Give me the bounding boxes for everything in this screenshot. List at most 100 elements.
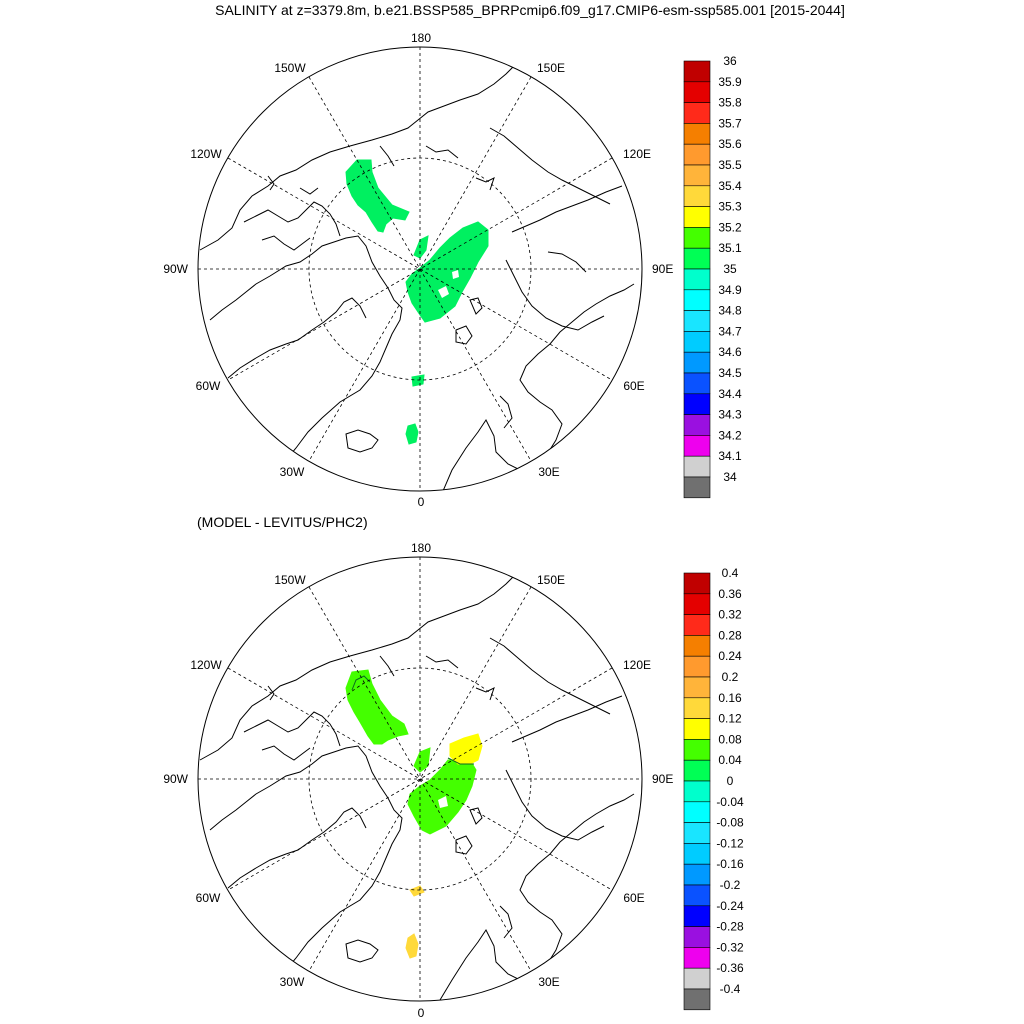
colorbar-swatch (683, 414, 711, 436)
colorbar-tick-label: 0.16 (718, 691, 742, 705)
colorbar-swatch (683, 60, 711, 83)
lon-label-0: 0 (418, 1006, 425, 1020)
colorbar-tick-label: 34.1 (718, 449, 742, 463)
eurasian-basin-hole (438, 796, 448, 808)
colorbar-tick-label: 36 (723, 54, 737, 68)
lon-label-120e: 120E (623, 658, 651, 672)
colorbar-tick-label: 35.3 (718, 200, 742, 214)
lon-label-60w: 60W (196, 891, 221, 905)
eurasian-basin-hole-2 (452, 270, 459, 279)
colorbar-swatch (683, 739, 711, 761)
colorbar-tick-label: 34.6 (718, 345, 742, 359)
colorbar-swatch (683, 476, 711, 499)
eurasian-basin-hole-1 (438, 286, 449, 298)
colorbar-tick-label: 34.4 (718, 387, 742, 401)
colorbar-tick-label: 0.2 (722, 670, 739, 684)
lon-label-150w: 150W (274, 573, 306, 587)
colorbar-swatch (683, 372, 711, 395)
panel-2-subtitle: (MODEL - LEVITUS/PHC2) (197, 514, 368, 530)
map-panel-difference: 180 0 90W 90E 150W 150E 120W 120E 60W 60… (163, 541, 744, 1020)
map-boundary (197, 556, 643, 1002)
map-panel-salinity: 180 0 90W 90E 150W 150E 120W 120E 60W 60… (163, 31, 742, 509)
colorbar-swatch (683, 268, 711, 291)
lon-label-150e: 150E (537, 573, 565, 587)
colorbar-tick-label: 35.8 (718, 96, 742, 110)
colorbar-tick-label: 35.7 (718, 116, 742, 130)
eurasian-basin-patch (405, 221, 489, 323)
graticule (198, 557, 642, 1001)
colorbar-swatch (683, 593, 711, 615)
colorbar-swatch (683, 718, 711, 740)
colorbar-swatch (683, 635, 711, 657)
lon-labels: 180 0 90W 90E 150W 150E 120W 120E 60W 60… (163, 31, 673, 509)
colorbar-swatch (683, 247, 711, 270)
colorbar-difference: 0.4 0.36 0.32 0.28 0.24 0.2 0.16 0.12 0.08 0.04 0 -… (683, 566, 744, 1011)
lon-label-0: 0 (418, 495, 425, 509)
colorbar-swatch (683, 843, 711, 865)
lon-label-120w: 120W (190, 147, 222, 161)
colorbar-tick-label: -0.4 (720, 982, 741, 996)
graticule (198, 47, 642, 491)
coastlines (199, 63, 635, 491)
beaufort-patch (345, 669, 409, 745)
colorbar-tick-label: -0.28 (716, 920, 744, 934)
colorbar-tick-label: 0.32 (718, 608, 742, 622)
colorbar-tick-label: 35.9 (718, 75, 742, 89)
lon-label-150w: 150W (274, 61, 306, 75)
colorbar-salinity: 36 35.9 35.8 35.7 35.6 35.5 35.4 35.3 35.2 35.1 35… (683, 54, 742, 499)
greenland-sea-patch (405, 423, 419, 445)
colorbar-tick-label: -0.24 (716, 899, 744, 913)
fram-patch (411, 374, 425, 387)
colorbar-tick-label: 34.7 (718, 324, 742, 338)
lon-labels: 180 0 90W 90E 150W 150E 120W 120E 60W 60… (163, 541, 673, 1020)
colorbar-swatch (683, 697, 711, 719)
colorbar-swatch (683, 572, 711, 595)
colorbar-tick-label: 34.5 (718, 366, 742, 380)
greenland-sea-patch (405, 933, 419, 959)
lon-label-180: 180 (411, 31, 431, 45)
colorbar-swatch (683, 81, 711, 103)
colorbar-swatch (683, 926, 711, 948)
lon-label-120e: 120E (623, 147, 651, 161)
colorbar-tick-label: -0.32 (716, 940, 744, 954)
colorbar-tick-label: 35.4 (718, 179, 742, 193)
colorbar-tick-label: 0.24 (718, 649, 742, 663)
colorbar-swatch (683, 123, 711, 145)
colorbar-tick-label: 34.3 (718, 408, 742, 422)
colorbar-tick-label: -0.2 (720, 878, 741, 892)
colorbar-swatch (683, 655, 711, 678)
lon-label-30w: 30W (280, 975, 305, 989)
colorbar-swatch (683, 676, 711, 699)
colorbar-tick-label: -0.36 (716, 961, 744, 975)
colorbar-swatch (683, 102, 711, 124)
colorbar-swatch (683, 435, 711, 457)
colorbar-tick-label: 35.1 (718, 241, 742, 255)
colorbar-swatch (683, 759, 711, 782)
colorbar-tick-label: 0 (727, 774, 734, 788)
colorbar-tick-label: 34.9 (718, 283, 742, 297)
lon-label-90w: 90W (163, 262, 188, 276)
lon-label-90e: 90E (652, 772, 673, 786)
lon-label-120w: 120W (190, 658, 222, 672)
colorbar-swatch (683, 310, 711, 332)
colorbar-swatch (683, 331, 711, 353)
colorbar-swatch (683, 455, 711, 478)
coastlines (199, 573, 635, 1001)
colorbar-swatch (683, 884, 711, 907)
colorbar-tick-label: -0.04 (716, 795, 744, 809)
colorbar-tick-label: 0.28 (718, 628, 742, 642)
colorbar-tick-label: 35.5 (718, 158, 742, 172)
colorbar-swatch (683, 988, 711, 1011)
colorbar-tick-label: 35 (723, 262, 737, 276)
colorbar-tick-label: 34.2 (718, 428, 742, 442)
colorbar-tick-label: 0.36 (718, 587, 742, 601)
colorbar-swatch (683, 614, 711, 636)
lon-label-60e: 60E (623, 379, 644, 393)
lon-label-30e: 30E (538, 975, 559, 989)
colorbar-swatch (683, 801, 711, 823)
colorbar-swatch (683, 947, 711, 969)
colorbar-swatch (683, 967, 711, 990)
lon-label-30e: 30E (538, 465, 559, 479)
colorbar-swatch (683, 206, 711, 228)
siberian-yellow-patch (449, 733, 483, 765)
